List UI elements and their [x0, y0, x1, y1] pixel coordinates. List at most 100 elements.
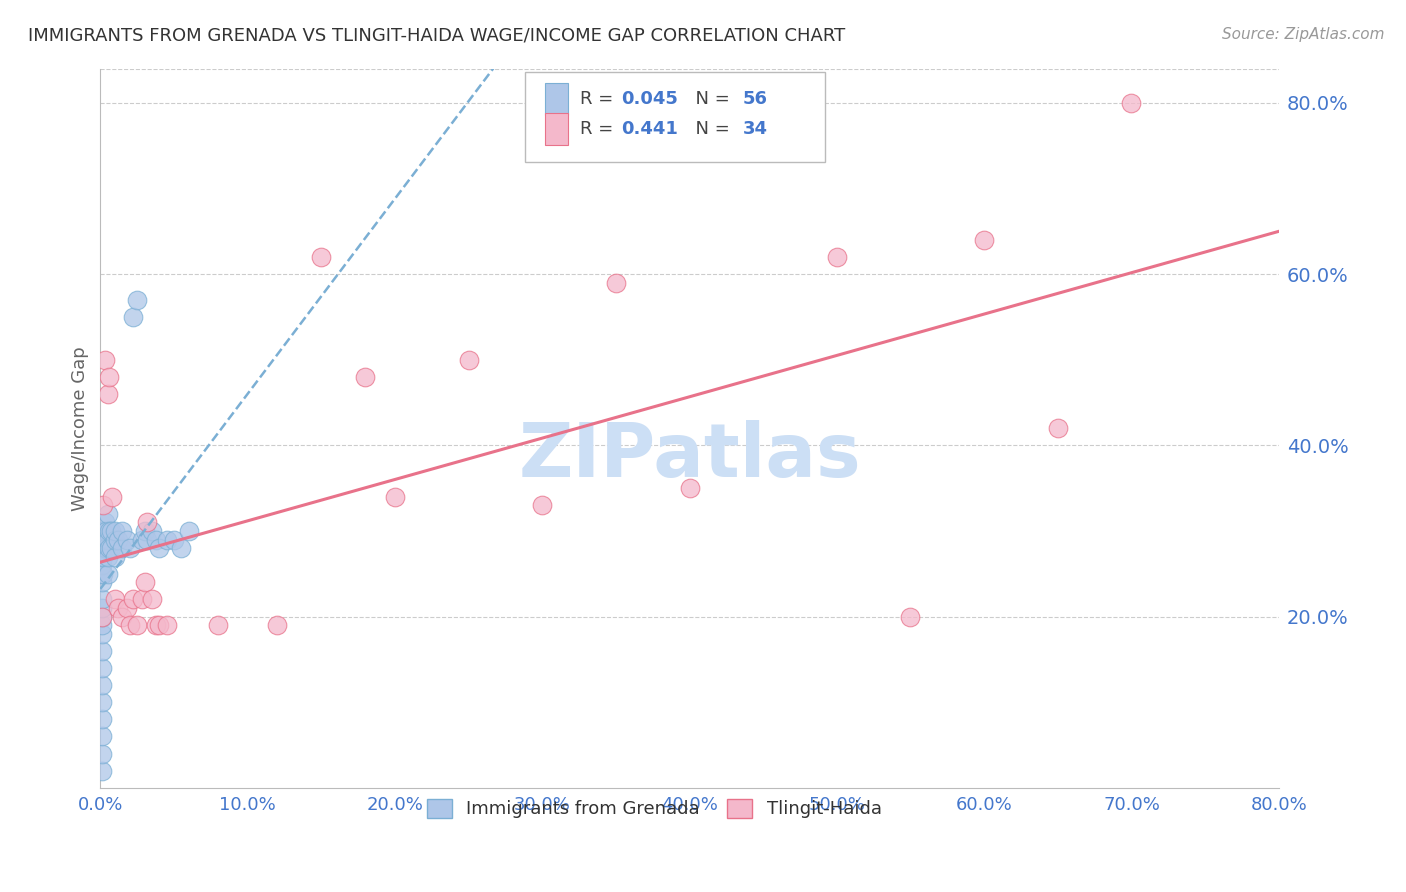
Point	[91, 549, 114, 564]
Point	[91, 566, 114, 581]
Point	[107, 601, 129, 615]
Point	[90, 764, 112, 778]
Text: 0.441: 0.441	[621, 120, 678, 138]
Point	[91, 524, 114, 538]
Point	[121, 310, 143, 324]
Point	[100, 524, 122, 538]
Point	[354, 369, 377, 384]
Point	[96, 524, 118, 538]
Point	[107, 533, 129, 547]
Point	[104, 533, 127, 547]
Text: N =: N =	[683, 90, 735, 108]
Point	[678, 481, 700, 495]
Point	[90, 678, 112, 692]
Point	[90, 695, 112, 709]
Point	[111, 609, 134, 624]
Point	[111, 541, 134, 555]
Point	[90, 730, 112, 744]
Point	[1046, 421, 1069, 435]
Point	[145, 533, 167, 547]
Y-axis label: Wage/Income Gap: Wage/Income Gap	[72, 346, 89, 510]
Point	[101, 490, 124, 504]
Point	[90, 747, 112, 761]
Point	[207, 618, 229, 632]
Point	[104, 549, 127, 564]
Text: R =: R =	[579, 120, 619, 138]
Text: N =: N =	[683, 120, 735, 138]
Point	[97, 533, 120, 547]
Point	[97, 507, 120, 521]
Point	[104, 592, 127, 607]
Point	[115, 601, 138, 615]
Point	[118, 618, 141, 632]
Text: R =: R =	[579, 90, 619, 108]
Point	[90, 618, 112, 632]
Point	[127, 618, 149, 632]
Text: 56: 56	[742, 90, 768, 108]
Point	[90, 575, 112, 590]
Point	[156, 618, 179, 632]
Point	[90, 558, 112, 573]
Point	[90, 524, 112, 538]
Point	[384, 490, 406, 504]
Point	[90, 592, 112, 607]
Point	[127, 293, 149, 307]
Point	[136, 516, 159, 530]
Point	[141, 524, 163, 538]
Point	[98, 541, 121, 555]
Point	[90, 644, 112, 658]
Point	[90, 566, 112, 581]
Point	[121, 592, 143, 607]
Point	[90, 549, 112, 564]
Point	[90, 626, 112, 640]
Point	[111, 524, 134, 538]
Point	[131, 533, 153, 547]
Text: IMMIGRANTS FROM GRENADA VS TLINGIT-HAIDA WAGE/INCOME GAP CORRELATION CHART: IMMIGRANTS FROM GRENADA VS TLINGIT-HAIDA…	[28, 27, 845, 45]
Point	[177, 524, 200, 538]
Point	[97, 566, 120, 581]
Point	[90, 661, 112, 675]
Point	[98, 524, 121, 538]
Point	[94, 541, 117, 555]
Point	[90, 609, 112, 624]
Point	[91, 498, 114, 512]
Point	[94, 533, 117, 547]
Point	[141, 592, 163, 607]
Point	[266, 618, 288, 632]
FancyBboxPatch shape	[524, 72, 825, 162]
FancyBboxPatch shape	[544, 83, 568, 115]
Point	[134, 524, 156, 538]
Point	[96, 541, 118, 555]
Point	[100, 541, 122, 555]
Point	[457, 352, 479, 367]
Point	[145, 618, 167, 632]
Point	[97, 549, 120, 564]
Legend: Immigrants from Grenada, Tlingit-Haida: Immigrants from Grenada, Tlingit-Haida	[419, 792, 889, 826]
Point	[900, 609, 922, 624]
Point	[94, 352, 117, 367]
Point	[170, 541, 193, 555]
Point	[90, 712, 112, 726]
Point	[115, 533, 138, 547]
Text: 0.045: 0.045	[621, 90, 678, 108]
Point	[90, 533, 112, 547]
Point	[531, 498, 554, 512]
Point	[90, 541, 112, 555]
Point	[118, 541, 141, 555]
Point	[136, 533, 159, 547]
Point	[973, 233, 995, 247]
Point	[148, 618, 170, 632]
Point	[134, 575, 156, 590]
FancyBboxPatch shape	[544, 113, 568, 145]
Point	[94, 516, 117, 530]
Point	[311, 250, 333, 264]
Text: 34: 34	[742, 120, 768, 138]
Point	[1121, 95, 1143, 110]
Point	[131, 592, 153, 607]
Point	[98, 369, 121, 384]
Point	[163, 533, 186, 547]
Point	[90, 601, 112, 615]
Point	[104, 524, 127, 538]
Point	[156, 533, 179, 547]
Point	[90, 609, 112, 624]
